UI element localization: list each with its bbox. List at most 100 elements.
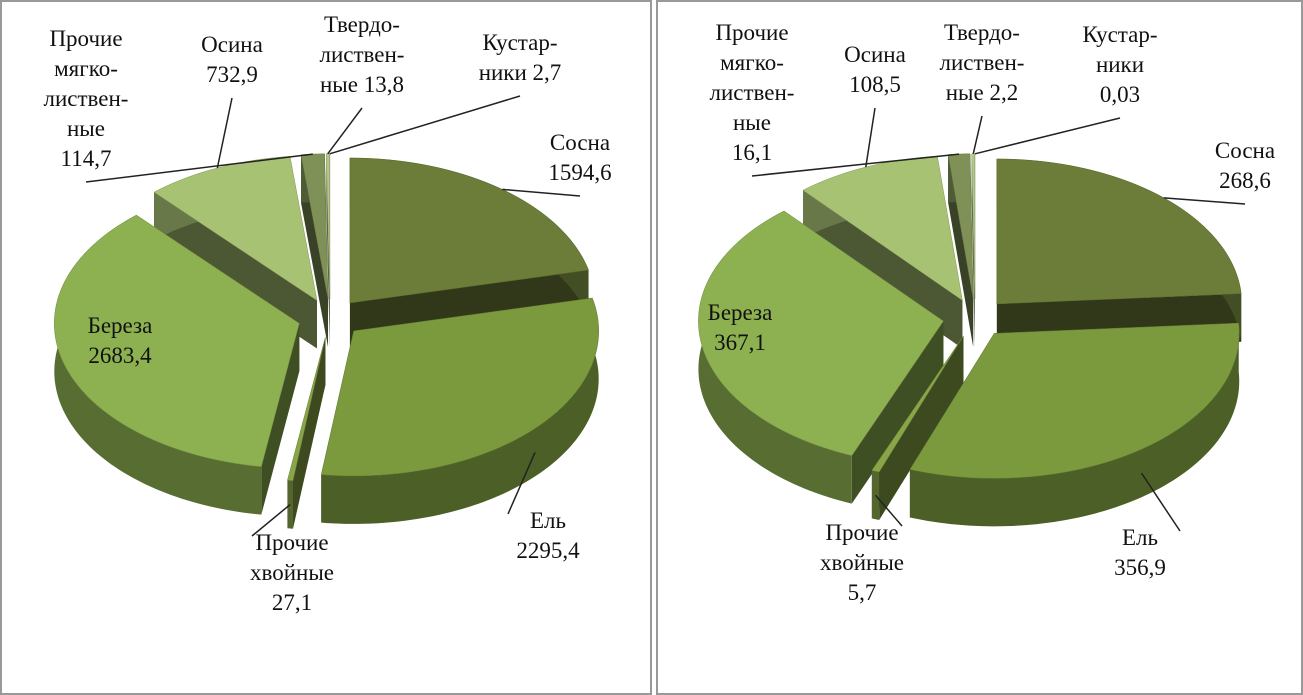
leader-line [972, 115, 983, 154]
slice-side [871, 470, 880, 521]
leader-line [502, 188, 581, 197]
value-label: 356,9 [1114, 555, 1166, 580]
value-label: 108,5 [849, 72, 901, 97]
pie-group [698, 153, 1242, 527]
slice-wall [851, 321, 944, 504]
data-label: Осина 732,9 [201, 32, 263, 87]
pie-group [54, 153, 599, 529]
category-label: Береза [88, 313, 153, 338]
category-label: Ель [530, 508, 566, 533]
data-label: Прочие хвойные 27,1 [250, 530, 334, 615]
value-label: 114,7 [61, 146, 112, 171]
slice-side [287, 480, 293, 529]
category-label: Прочие [825, 520, 898, 545]
slice [54, 214, 300, 467]
slice [153, 156, 318, 301]
value-label: 268,6 [1219, 168, 1271, 193]
data-label: Осина 108,5 [844, 42, 906, 97]
category-label: Ель [1122, 525, 1158, 550]
category-label: мягко- [54, 56, 118, 81]
data-label: Кустар-ники 2,7 [479, 30, 562, 85]
slice [349, 157, 589, 304]
value-label: 732,9 [206, 62, 258, 87]
data-label: Прочие хвойные 5,7 [820, 520, 904, 605]
category-label: Твердо- [944, 20, 1020, 45]
category-label: Прочие [255, 530, 328, 555]
value-label: 13,8 [364, 72, 404, 97]
value-label: 0,03 [1100, 82, 1140, 107]
slice-wall [971, 153, 975, 347]
panel-border [656, 0, 1303, 695]
slice-wall [326, 153, 330, 347]
category-label: Твердо- [324, 12, 400, 37]
leader-line [865, 107, 876, 168]
category-label: листвен- [940, 50, 1025, 75]
leader-line [751, 153, 960, 177]
leader-line [507, 452, 536, 515]
value-label: 1594,6 [548, 160, 611, 185]
slice [909, 322, 1240, 479]
category-label: Береза [708, 300, 773, 325]
slice [698, 210, 944, 456]
slice-wall [261, 323, 300, 515]
slice [871, 335, 964, 473]
leader-line [85, 153, 313, 183]
category-label: хвойные [820, 550, 904, 575]
data-label: Твердо-листвен-ные 13,8 [320, 12, 405, 97]
leader-line [874, 494, 903, 527]
slice-wall [301, 154, 329, 347]
slice-wall [871, 335, 964, 519]
category-label: Осина [844, 42, 906, 67]
category-label: хвойные [250, 560, 334, 585]
data-label: Сосна 1594,6 [548, 130, 611, 185]
value-label: 367,1 [714, 330, 766, 355]
category-label: Кустар- [482, 30, 557, 55]
category-label: листвен- [320, 42, 405, 67]
category-label: Прочие [49, 26, 122, 51]
category-label: ники [1096, 52, 1144, 77]
data-label: Кустар-ники 0,03 [1082, 22, 1157, 107]
data-label: Береза 2683,4 [88, 313, 153, 368]
value-label: 2683,4 [88, 343, 152, 368]
value-label: 5,7 [848, 580, 877, 605]
slice-wall [287, 337, 326, 529]
leader-line [251, 503, 291, 537]
value-label: 2295,4 [516, 538, 580, 563]
slice-side [54, 215, 262, 515]
slice [320, 297, 599, 477]
panel-border [0, 0, 652, 695]
data-label: Твердо-листвен-ные 2,2 [940, 20, 1025, 105]
slice [287, 336, 326, 481]
category-label: листвен- [44, 86, 129, 111]
leader-line [216, 97, 233, 169]
category-label: Сосна [550, 130, 610, 155]
leader-line [1140, 472, 1181, 532]
leader-line [327, 107, 363, 155]
slice [996, 158, 1242, 305]
data-label: Береза 367,1 [708, 300, 773, 355]
category-label: ные [67, 116, 105, 141]
category-label: ные [320, 72, 358, 97]
data-label: Прочие мягко-листвен-ные 16,1 [710, 20, 795, 165]
data-label: Ель 356,9 [1114, 525, 1166, 580]
slice-wall [948, 154, 974, 347]
value-label: 2,7 [533, 60, 562, 85]
data-label: Прочие мягко-листвен-ные 114,7 [44, 26, 129, 171]
data-label: Ель 2295,4 [516, 508, 580, 563]
category-label: листвен- [710, 80, 795, 105]
slice-side [321, 298, 599, 524]
leader-line [329, 95, 521, 155]
category-label: Сосна [1215, 138, 1275, 163]
category-label: Прочие [715, 20, 788, 45]
category-label: Осина [201, 32, 263, 57]
category-label: мягко- [720, 50, 784, 75]
leader-line [1163, 197, 1246, 205]
data-label: Сосна 268,6 [1215, 138, 1275, 193]
leader-line [974, 117, 1121, 155]
category-label: Кустар- [1082, 22, 1157, 47]
slice-side [909, 323, 1240, 527]
category-label: ники [479, 60, 527, 85]
value-label: 2,2 [989, 80, 1018, 105]
